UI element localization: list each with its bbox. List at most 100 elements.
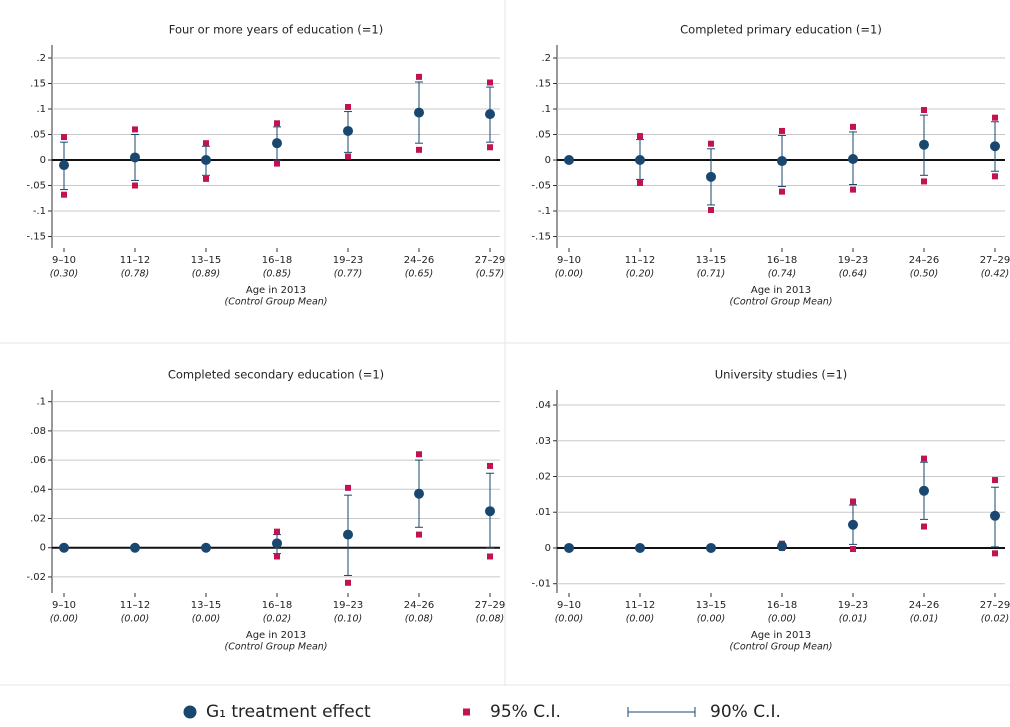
- x-tick-label: 27–29: [980, 600, 1010, 611]
- y-tick-label: .1: [36, 397, 46, 408]
- y-tick-label: -.1: [538, 206, 551, 217]
- x-sublabel: (0.02): [981, 614, 1010, 625]
- estimate-dot: [414, 488, 424, 499]
- estimate-dot: [272, 138, 282, 149]
- estimate-dot: [848, 519, 858, 530]
- ci95-marker: [921, 107, 927, 114]
- x-sublabel: (0.00): [626, 614, 655, 625]
- y-tick-label: -.15: [531, 232, 551, 243]
- x-sublabel: (0.00): [555, 269, 584, 280]
- ci95-marker: [274, 528, 280, 535]
- ci95-marker: [708, 207, 714, 214]
- x-tick-label: 9–10: [557, 600, 581, 611]
- ci95-marker: [416, 451, 422, 458]
- ci95-marker: [921, 178, 927, 185]
- estimate-dot: [59, 542, 69, 553]
- x-sublabel: (0.77): [334, 269, 363, 280]
- ci95-marker: [992, 173, 998, 180]
- ci95-marker: [992, 477, 998, 484]
- x-sublabel: (0.00): [192, 614, 221, 625]
- ci95-marker: [921, 523, 927, 530]
- x-axis-note: (Control Group Mean): [729, 297, 832, 308]
- estimate-dot: [635, 542, 645, 553]
- x-sublabel: (0.30): [50, 269, 79, 280]
- estimate-dot: [919, 139, 929, 150]
- legend-label: 95% C.I.: [490, 702, 561, 722]
- chart-title: Four or more years of education (=1): [169, 23, 383, 37]
- y-tick-label: .2: [541, 53, 551, 64]
- y-tick-label: 0: [40, 155, 46, 166]
- estimate-dot: [485, 109, 495, 120]
- ci95-marker: [61, 134, 67, 141]
- estimate-dot: [919, 485, 929, 496]
- x-sublabel: (0.08): [476, 614, 505, 625]
- chart-title: Completed secondary education (=1): [168, 368, 384, 382]
- y-tick-label: -.02: [26, 572, 46, 583]
- x-sublabel: (0.74): [768, 269, 797, 280]
- x-tick-label: 16–18: [767, 255, 797, 266]
- ci95-marker: [850, 498, 856, 505]
- x-tick-label: 9–10: [52, 600, 76, 611]
- estimate-dot: [272, 538, 282, 549]
- ci95-marker: [779, 127, 785, 134]
- ci95-marker: [416, 146, 422, 153]
- ci95-marker: [416, 73, 422, 80]
- x-sublabel: (0.00): [50, 614, 79, 625]
- ci95-marker: [992, 114, 998, 121]
- x-sublabel: (0.01): [839, 614, 868, 625]
- y-tick-label: .06: [30, 455, 46, 466]
- x-sublabel: (0.00): [768, 614, 797, 625]
- x-sublabel: (0.64): [839, 269, 868, 280]
- ci95-marker: [274, 160, 280, 167]
- y-tick-label: .05: [30, 130, 46, 141]
- ci95-marker: [487, 462, 493, 469]
- ci95-marker: [921, 455, 927, 462]
- x-tick-label: 27–29: [475, 255, 505, 266]
- x-axis-note: (Control Group Mean): [224, 642, 327, 653]
- y-tick-label: .02: [535, 471, 551, 482]
- x-tick-label: 19–23: [333, 600, 363, 611]
- x-sublabel: (0.00): [555, 614, 584, 625]
- ci95-marker: [850, 546, 856, 553]
- estimate-dot: [777, 541, 787, 552]
- ci95-marker: [850, 123, 856, 130]
- x-tick-label: 19–23: [838, 600, 868, 611]
- x-sublabel: (0.71): [697, 269, 726, 280]
- x-tick-label: 13–15: [191, 600, 221, 611]
- x-axis-label: Age in 2013: [751, 285, 811, 296]
- ci95-marker: [779, 188, 785, 195]
- estimate-dot: [706, 542, 716, 553]
- y-tick-label: -.05: [26, 181, 46, 192]
- legend-square: [463, 708, 470, 716]
- x-tick-label: 27–29: [475, 600, 505, 611]
- y-tick-label: .08: [30, 426, 46, 437]
- ci95-marker: [132, 182, 138, 189]
- estimate-dot: [485, 506, 495, 517]
- x-sublabel: (0.42): [981, 269, 1010, 280]
- y-tick-label: .04: [535, 400, 551, 411]
- x-sublabel: (0.00): [121, 614, 150, 625]
- estimate-dot: [564, 155, 574, 166]
- x-tick-label: 24–26: [909, 255, 939, 266]
- y-tick-label: 0: [545, 155, 551, 166]
- estimate-dot: [990, 141, 1000, 152]
- legend-label: G₁ treatment effect: [206, 702, 371, 722]
- ci95-marker: [61, 191, 67, 198]
- ci95-marker: [416, 531, 422, 538]
- x-axis-label: Age in 2013: [246, 285, 306, 296]
- x-tick-label: 19–23: [333, 255, 363, 266]
- chart-title: University studies (=1): [715, 368, 848, 382]
- estimate-dot: [414, 107, 424, 118]
- x-sublabel: (0.02): [263, 614, 292, 625]
- y-tick-label: .05: [535, 130, 551, 141]
- x-tick-label: 13–15: [696, 600, 726, 611]
- estimate-dot: [706, 171, 716, 182]
- x-tick-label: 16–18: [262, 600, 292, 611]
- x-tick-label: 13–15: [191, 255, 221, 266]
- estimate-dot: [635, 155, 645, 166]
- x-tick-label: 11–12: [120, 255, 150, 266]
- x-tick-label: 19–23: [838, 255, 868, 266]
- x-axis-label: Age in 2013: [246, 630, 306, 641]
- estimate-dot: [201, 542, 211, 553]
